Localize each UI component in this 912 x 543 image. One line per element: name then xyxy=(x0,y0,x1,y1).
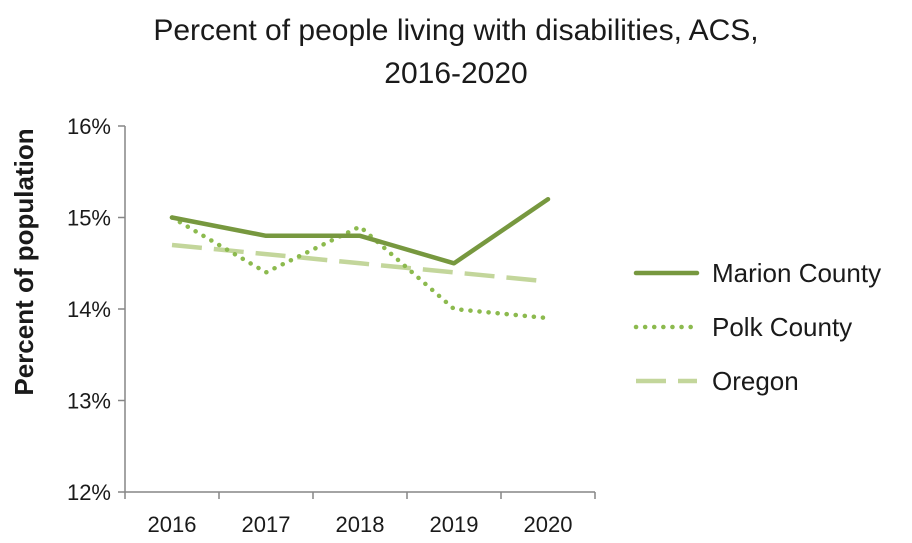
y-axis-ticks: 12% 13% 14% 15% 16% xyxy=(67,114,125,505)
y-tick-label: 13% xyxy=(67,389,111,414)
legend-label: Oregon xyxy=(712,366,799,396)
x-axis-ticks: 2016 2017 2018 2019 2020 xyxy=(124,492,596,537)
y-tick-label: 16% xyxy=(67,114,111,139)
y-tick-label: 14% xyxy=(67,297,111,322)
x-tick-label: 2016 xyxy=(148,512,197,537)
axes xyxy=(124,126,595,493)
legend-entry-oregon: Oregon xyxy=(636,366,799,396)
series-line-polk-county xyxy=(169,215,551,321)
chart-title-line-1: Percent of people living with disabiliti… xyxy=(153,14,758,47)
series-layer xyxy=(169,196,551,321)
series-line-oregon xyxy=(171,242,549,284)
x-tick-label: 2017 xyxy=(242,512,291,537)
x-tick-label: 2018 xyxy=(336,512,385,537)
x-tick-label: 2020 xyxy=(524,512,573,537)
legend-entry-polk-county: Polk County xyxy=(633,312,852,342)
y-tick-label: 15% xyxy=(67,206,111,231)
y-axis-title: Percent of population xyxy=(9,128,39,395)
x-tick-label: 2019 xyxy=(430,512,479,537)
legend-label: Polk County xyxy=(712,312,852,342)
series-line-marion-county xyxy=(169,196,551,266)
chart-title-line-2: 2016-2020 xyxy=(384,57,527,90)
legend-entry-marion-county: Marion County xyxy=(633,258,881,288)
legend: Marion County Polk County Oregon xyxy=(633,258,881,396)
y-tick-label: 12% xyxy=(67,480,111,505)
legend-label: Marion County xyxy=(712,258,881,288)
chart-title: Percent of people living with disabiliti… xyxy=(153,14,758,90)
